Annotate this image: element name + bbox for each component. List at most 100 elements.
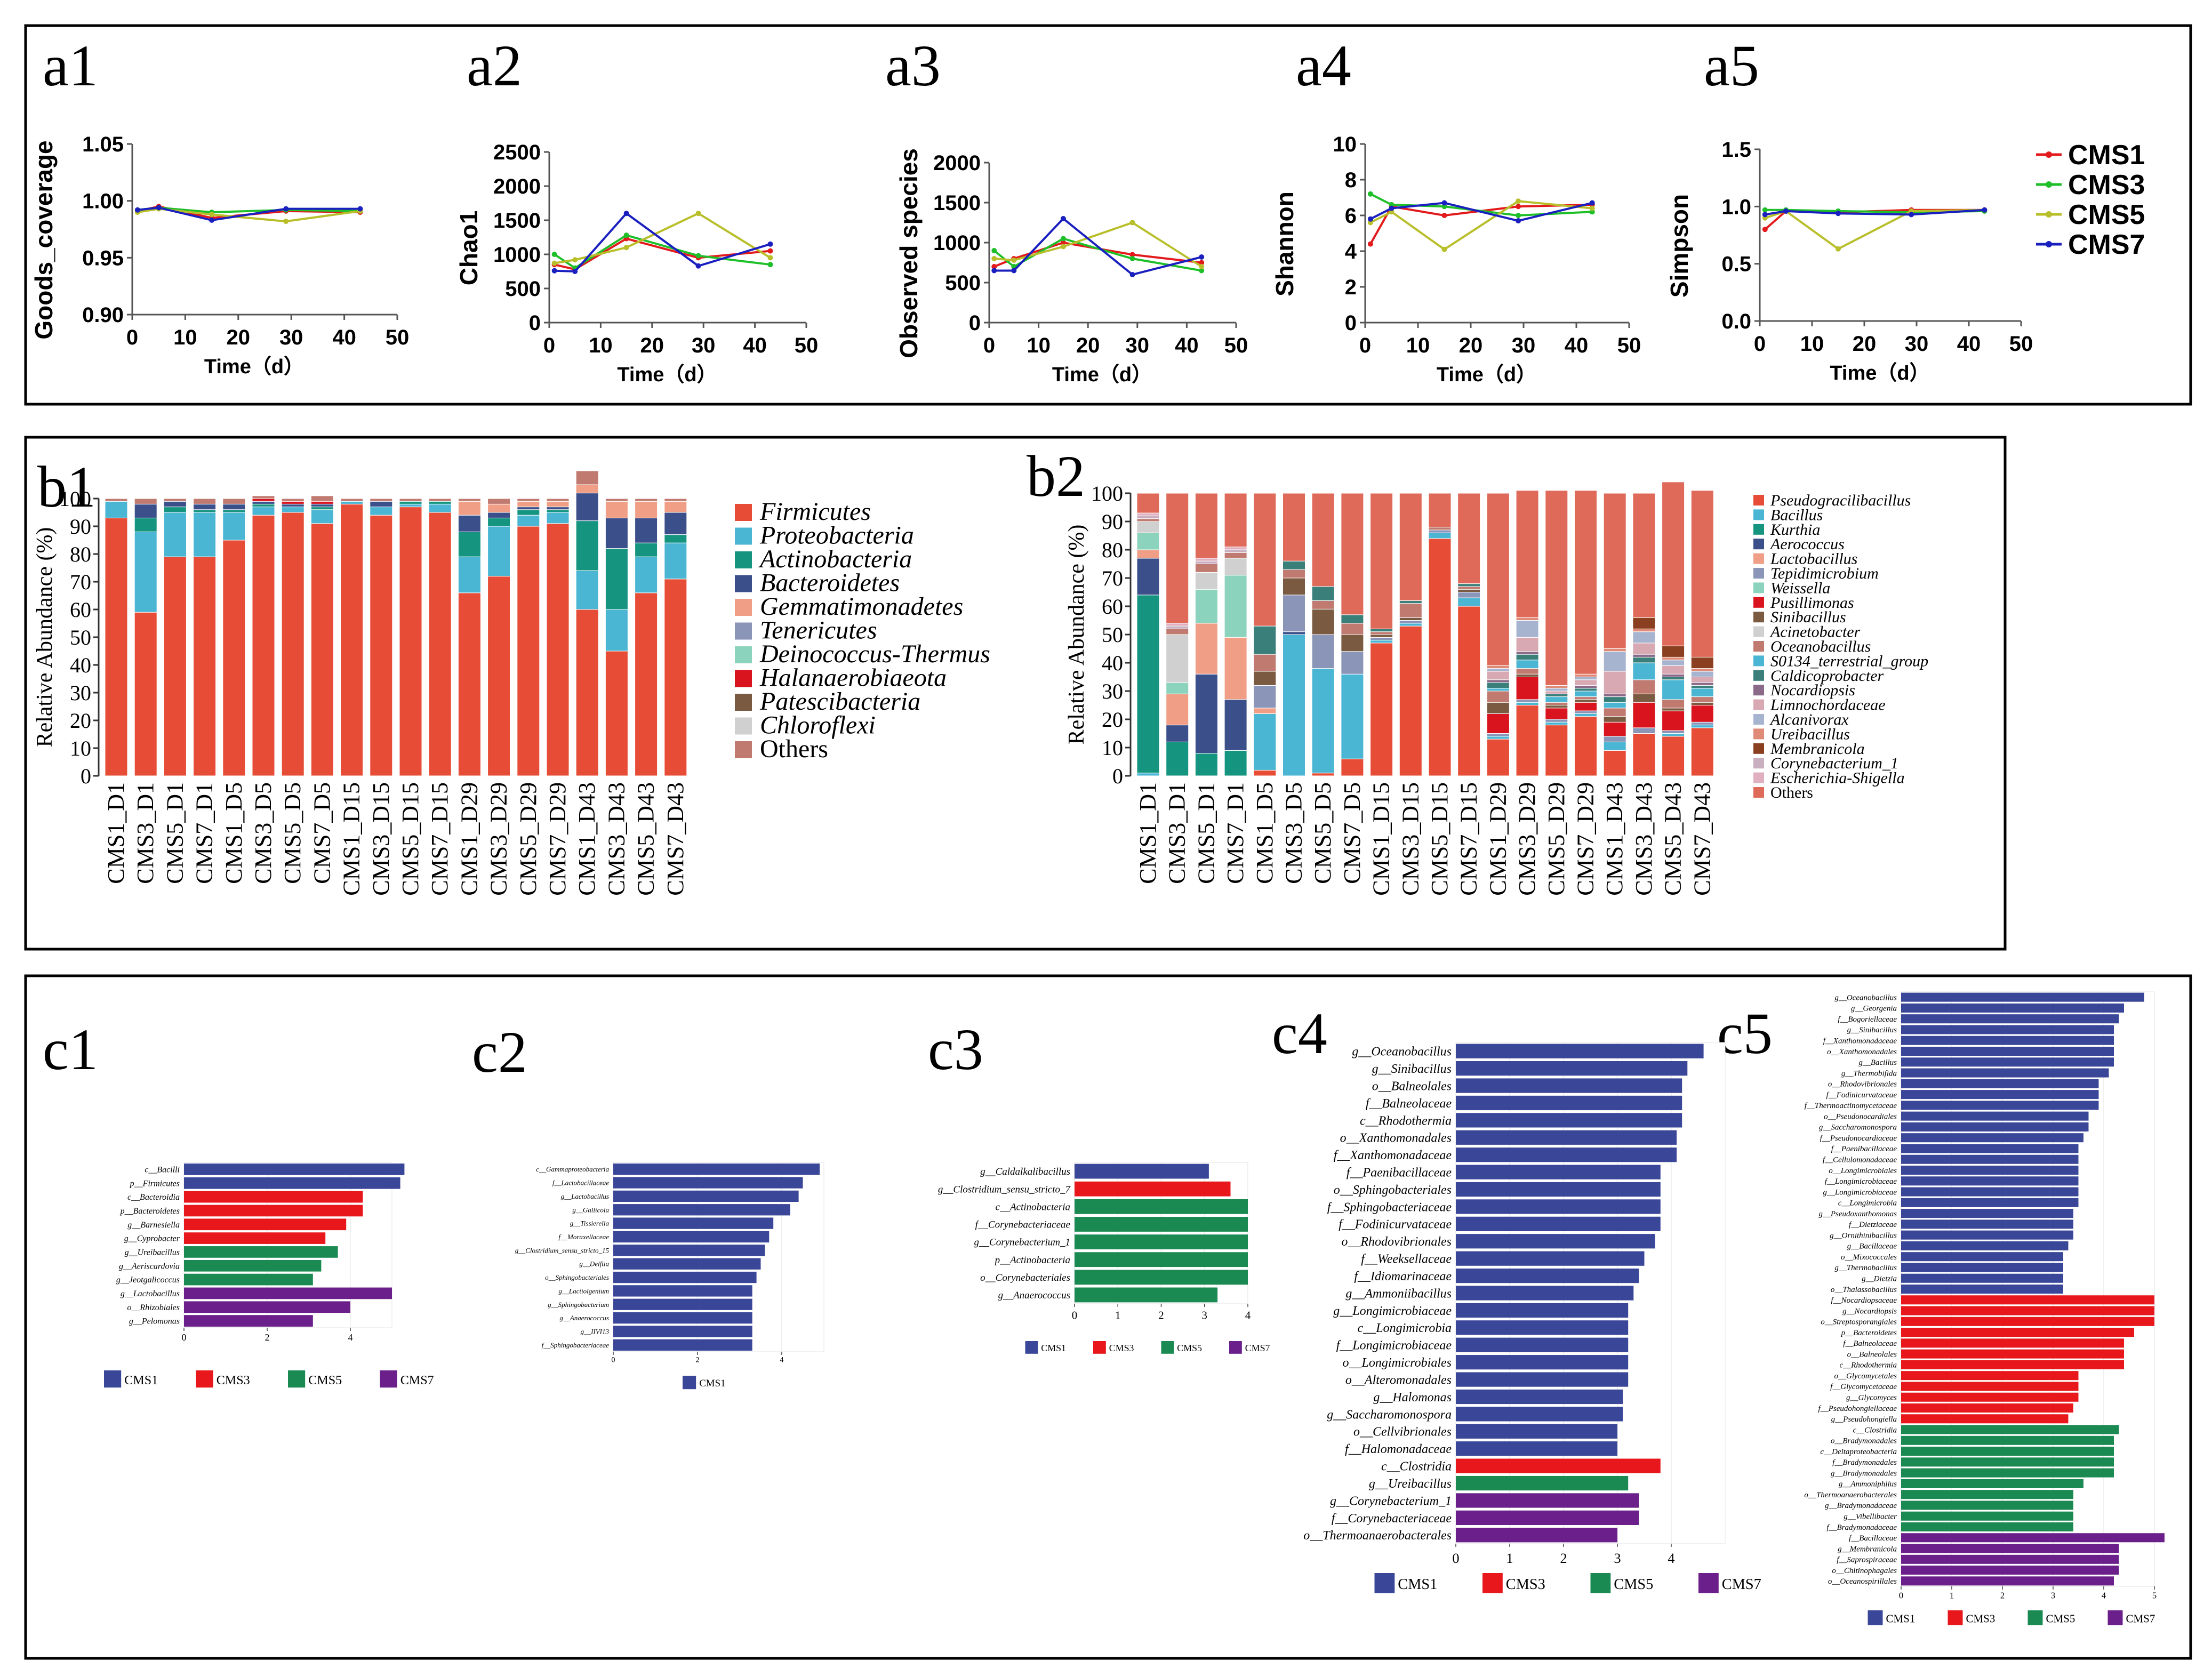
lefse-bar-CMS5: [184, 1273, 313, 1286]
lefse-bar-CMS1: [1901, 1154, 2079, 1164]
bar-segment-Firmicutes: [399, 507, 422, 776]
lefse-bar-CMS3: [1901, 1360, 2124, 1369]
taxon-label: c__Rhodothermia: [1840, 1361, 1897, 1370]
y-axis-title: Goods_coverage: [30, 140, 58, 339]
x-axis-title: Time（d）: [204, 356, 304, 378]
taxon-label: g__Clostridium_sensu_stricto_15: [515, 1246, 610, 1254]
legend-label-Aerococcus: Aerococcus: [1769, 535, 1845, 553]
legend-label-S0134_terrestrial_group: S0134_terrestrial_group: [1770, 652, 1928, 670]
lefse-bar-CMS1: [1456, 1199, 1661, 1214]
taxon-label: g__Lactobacillus: [561, 1192, 609, 1200]
taxon-label: g__Thermobifida: [1841, 1069, 1897, 1078]
bar-segment-S0134_terrestrial_group: [1632, 662, 1656, 680]
category-label: CMS3_D1: [1164, 782, 1190, 884]
lefse-bar-CMS3: [1901, 1328, 2134, 1337]
bar-segment-Others: [487, 498, 511, 504]
bar-segment-Others: [1370, 493, 1393, 629]
lefse-bar-CMS7: [1456, 1510, 1639, 1525]
point-CMS1: [1441, 213, 1447, 218]
lefse-bar-CMS5: [1456, 1475, 1629, 1491]
legend-label-Firmicutes: Firmicutes: [759, 498, 871, 526]
bar-segment-Actinobacteria: [575, 520, 599, 571]
bar-segment-Caldicoprobacter: [1370, 628, 1393, 632]
legend-swatch-Pseudogracilibacillus: [1753, 495, 1764, 505]
category-label: CMS5_D29: [1543, 782, 1569, 896]
legend-label-Limnochordaceae: Limnochordaceae: [1770, 696, 1886, 714]
bar-segment-Sinibacillus: [1370, 634, 1393, 638]
bar-segment-Lactobacillus: [1224, 637, 1247, 700]
bar-segment-Bacteroidetes: [193, 503, 217, 510]
taxon-label: p__Bacteroidetes: [120, 1207, 180, 1216]
x-tick-label: 5: [2152, 1591, 2157, 1601]
lefse-bar-CMS5: [1075, 1252, 1248, 1267]
legend-swatch-Bacillus: [1753, 509, 1764, 520]
bar-segment-Weissella: [1224, 575, 1247, 638]
panel-label-c3: c3: [928, 1017, 983, 1082]
lefse-bar-CMS1: [184, 1177, 400, 1189]
chart-c4: 0 1 2 3 4 g__Oceanobacillus g__Sinibacillus o__…: [1303, 1042, 1761, 1593]
bar-segment-Pseudogracilibacillus: [1253, 769, 1277, 776]
lefse-bar-CMS1: [1456, 1337, 1629, 1352]
bar-segment-Tepidimicrobium: [1311, 634, 1335, 669]
y-tick-label: 2: [1345, 276, 1357, 299]
bar-segment-Ureibacillus: [1486, 665, 1510, 669]
bar-segment-Firmicutes: [163, 556, 187, 776]
legend-label-CMS7: CMS7: [400, 1373, 434, 1387]
bar-segment-Acinetobacter: [1136, 521, 1160, 533]
x-tick-label: 30: [279, 326, 303, 349]
bar-segment-Tepidimicrobium: [1341, 651, 1364, 675]
bar-segment-Bacteroidetes: [575, 493, 599, 521]
taxon-label: g__Sinibacillus: [1372, 1062, 1452, 1076]
point-CMS7: [623, 211, 629, 216]
lefse-bar-CMS1: [1901, 1101, 2099, 1110]
bar-segment-Sinibacillus: [1283, 577, 1305, 596]
taxon-label: g__Jeotgalicoccus: [116, 1275, 180, 1285]
legend-swatch-Proteobacteria: [735, 527, 752, 545]
taxon-label: g__Saccharomonospora: [1819, 1124, 1897, 1132]
bar-segment-Others: [1690, 490, 1714, 657]
bar-segment-Others: [1574, 490, 1597, 675]
bar-segment-Firmicutes: [664, 579, 687, 776]
taxon-label: o__Rhodovibrionales: [1341, 1235, 1452, 1249]
legend-label-Escherichia-Shigella: Escherichia-Shigella: [1770, 769, 1905, 787]
lefse-bar-CMS1: [613, 1312, 752, 1324]
legend-swatch-Halanaerobiaeota: [735, 670, 752, 687]
taxon-label: f__Longimicrobiaceae: [1336, 1339, 1452, 1353]
legend-swatch-Membranicola: [1753, 743, 1764, 754]
bar-segment-Firmicutes: [370, 515, 393, 776]
taxon-label: g__Lactobacillus: [121, 1289, 180, 1298]
bar-segment-Others: [1632, 493, 1656, 618]
point-CMS1: [1129, 252, 1135, 258]
taxon-label: g__Delftia: [579, 1260, 609, 1268]
panel-label-b2: b2: [1027, 444, 1085, 509]
bar-segment-Pusillimonas: [1516, 677, 1539, 700]
lefse-bar-CMS5: [184, 1246, 338, 1258]
point-CMS7: [1367, 216, 1373, 222]
bar-segment-Gemmatimonadetes: [546, 501, 570, 508]
point-CMS3: [1060, 236, 1066, 242]
y-tick-label: 40: [1102, 651, 1123, 675]
bar-segment-Alcanivorax: [1690, 671, 1714, 678]
legend-swatch-CMS5: [1161, 1341, 1174, 1354]
taxon-label: g__Georgenia: [1851, 1005, 1897, 1013]
point-CMS7: [1762, 212, 1768, 218]
legend-swatch-Ureibacillus: [1753, 728, 1764, 740]
bar-segment-Bacteroidetes: [605, 517, 628, 549]
lefse-bar-CMS1: [1901, 1209, 2073, 1218]
y-tick-label: 0: [1112, 764, 1123, 788]
point-CMS7: [156, 205, 162, 211]
category-label: CMS7_D29: [544, 782, 571, 896]
bar-segment-Ureibacillus: [1545, 685, 1568, 689]
x-tick-label: 50: [386, 326, 410, 349]
section-a-frame: [24, 24, 2192, 406]
x-tick-label: 4: [1668, 1550, 1674, 1566]
bar-segment-Others: [193, 498, 217, 504]
bar-segment-Sinibacillus: [1457, 589, 1481, 592]
lefse-bar-CMS1: [613, 1245, 765, 1256]
bar-segment-Limnochordaceae: [1486, 671, 1510, 680]
legend-label-CMS7: CMS7: [1722, 1576, 1761, 1593]
lefse-bar-CMS3: [1901, 1392, 2079, 1402]
category-label: CMS1_D43: [574, 782, 600, 896]
taxon-label: g__Anaerococcus: [559, 1314, 609, 1322]
lefse-bar-CMS1: [1456, 1389, 1623, 1405]
